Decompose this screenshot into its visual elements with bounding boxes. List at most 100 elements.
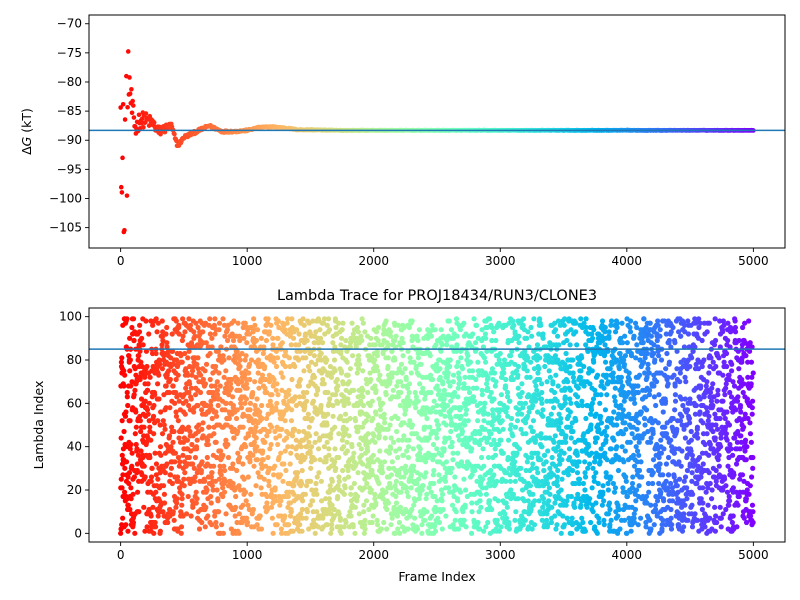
lambda-point: [146, 400, 152, 406]
lambda-point: [312, 439, 318, 445]
lambda-point: [164, 344, 170, 350]
lambda-point: [156, 372, 162, 378]
lambda-point: [470, 331, 476, 337]
lambda-point: [311, 374, 318, 380]
lambda-point: [388, 522, 394, 528]
lambda-point: [323, 457, 329, 463]
lambda-point: [552, 433, 558, 439]
lambda-point: [304, 444, 310, 450]
lambda-point: [424, 491, 430, 497]
lambda-point: [185, 355, 191, 361]
lambda-point: [295, 470, 301, 476]
lambda-point: [308, 359, 315, 365]
lambda-point: [387, 379, 393, 385]
lambda-point: [242, 357, 248, 363]
lambda-point: [368, 487, 374, 493]
lambda-point: [258, 485, 264, 491]
lambda-point: [568, 435, 574, 441]
lambda-point: [192, 392, 199, 398]
lambda-point: [171, 517, 177, 523]
lambda-point: [563, 502, 569, 508]
lambda-point: [395, 454, 401, 461]
lambda-point: [147, 424, 153, 430]
lambda-point: [533, 383, 539, 389]
lambda-point: [554, 522, 560, 528]
lambda-point: [519, 411, 525, 417]
lambda-point: [343, 426, 349, 432]
lambda-point: [471, 398, 478, 404]
lambda-point: [182, 329, 188, 335]
lambda-point: [353, 344, 359, 350]
lambda-point: [283, 435, 290, 441]
lambda-point: [197, 389, 204, 396]
lambda-point: [357, 361, 363, 367]
lambda-point: [522, 517, 528, 523]
lambda-point: [220, 485, 226, 491]
lambda-point: [449, 502, 456, 508]
lambda-point: [213, 524, 219, 530]
lambda-point: [445, 370, 451, 376]
lambda-point: [134, 467, 140, 474]
lambda-point: [234, 407, 240, 413]
lambda-point: [291, 483, 297, 489]
lambda-point: [254, 327, 261, 333]
lambda-point: [433, 409, 439, 415]
lambda-point: [508, 422, 514, 428]
lambda-point: [275, 441, 281, 448]
lambda-point: [608, 318, 615, 324]
lambda-point: [233, 415, 240, 422]
lambda-point: [458, 459, 465, 465]
lambda-point: [173, 413, 180, 419]
lambda-point: [129, 324, 135, 331]
lambda-point: [137, 376, 143, 383]
lambda-point: [272, 463, 278, 469]
lambda-point: [282, 513, 288, 519]
lambda-point: [146, 418, 152, 424]
lambda-point: [516, 340, 522, 346]
lambda-point: [299, 528, 305, 534]
lambda-point: [270, 335, 276, 341]
lambda-point: [341, 524, 347, 530]
delta-g-point: [118, 184, 124, 190]
lambda-point: [364, 480, 370, 487]
lambda-point: [120, 472, 126, 478]
lambda-point: [290, 528, 296, 534]
lambda-point: [457, 376, 463, 383]
lambda-point: [415, 350, 421, 357]
lambda-point: [302, 491, 308, 497]
lambda-point: [377, 448, 383, 454]
lambda-point: [578, 316, 584, 322]
lambda-point: [483, 335, 489, 341]
lambda-point: [522, 400, 529, 406]
lambda-point: [446, 485, 452, 491]
lambda-point: [297, 348, 303, 354]
lambda-point: [615, 513, 621, 519]
lambda-point: [237, 357, 243, 363]
lambda-point: [530, 418, 537, 424]
lambda-point: [498, 524, 504, 530]
lambda-point: [444, 337, 450, 344]
lambda-point: [591, 327, 597, 333]
lambda-point: [251, 316, 257, 322]
lambda-point: [551, 405, 557, 411]
lambda-point: [368, 376, 374, 383]
lambda-point: [172, 450, 179, 456]
lambda-point: [222, 478, 228, 484]
lambda-point: [552, 513, 558, 519]
lambda-point: [555, 383, 561, 389]
lambda-point: [386, 465, 393, 471]
lambda-point: [341, 444, 347, 450]
lambda-point: [546, 368, 552, 374]
lambda-point: [355, 366, 362, 372]
lambda-point: [606, 329, 612, 335]
lambda-point: [467, 359, 474, 365]
lambda-point: [611, 489, 618, 495]
lambda-point: [438, 327, 444, 333]
lambda-point: [424, 415, 430, 422]
lambda-point: [124, 394, 130, 400]
lambda-point: [168, 465, 174, 471]
lambda-point: [498, 437, 504, 443]
lambda-point: [317, 457, 323, 463]
delta-g-y-ticks: −105−100−95−90−85−80−75−70: [49, 17, 89, 235]
lambda-point: [243, 444, 249, 450]
